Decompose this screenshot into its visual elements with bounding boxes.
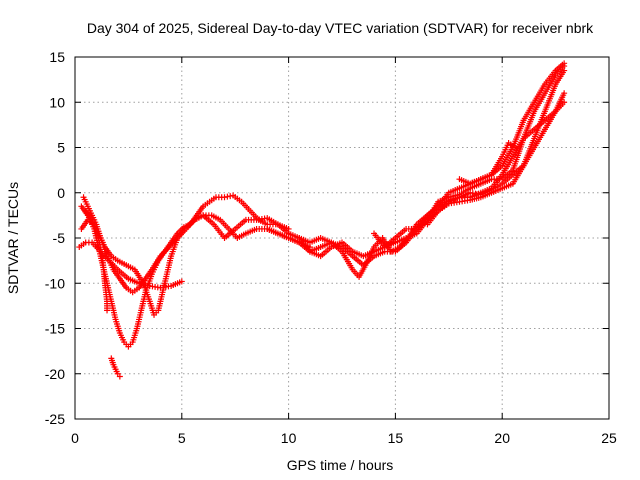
x-tick-label: 25 bbox=[601, 430, 617, 446]
y-tick-label: 15 bbox=[49, 49, 65, 65]
data-point bbox=[561, 99, 568, 106]
series-6 bbox=[108, 355, 123, 380]
y-tick-labels: 15 10 5 0 -5 -10 -15 -20 -25 bbox=[45, 49, 65, 427]
x-tick-label: 0 bbox=[71, 430, 79, 446]
series-2 bbox=[78, 192, 279, 350]
grid-lines bbox=[75, 57, 609, 419]
series-12 bbox=[456, 139, 519, 187]
y-tick-label: -25 bbox=[45, 411, 65, 427]
data-point bbox=[224, 193, 231, 200]
x-axis-label: GPS time / hours bbox=[287, 457, 394, 473]
data-point bbox=[227, 193, 234, 200]
series-4 bbox=[78, 212, 292, 296]
series-10 bbox=[371, 60, 568, 251]
data-point bbox=[512, 144, 519, 151]
y-tick-label: -15 bbox=[45, 321, 65, 337]
data-points bbox=[76, 60, 568, 380]
y-tick-label: 0 bbox=[57, 185, 65, 201]
data-point bbox=[116, 373, 123, 380]
y-axis-label: SDTVAR / TECUs bbox=[5, 182, 21, 294]
data-point bbox=[561, 90, 568, 97]
data-point bbox=[221, 194, 228, 201]
y-tick-label: 10 bbox=[49, 94, 65, 110]
y-tick-label: -10 bbox=[45, 275, 65, 291]
data-point bbox=[561, 67, 568, 74]
y-tick-label: -5 bbox=[53, 230, 66, 246]
data-point bbox=[178, 278, 185, 285]
data-point bbox=[104, 307, 111, 314]
data-point bbox=[561, 60, 568, 67]
axis-ticks bbox=[74, 56, 610, 420]
y-tick-label: -20 bbox=[45, 366, 65, 382]
series-11 bbox=[424, 67, 568, 228]
series-9 bbox=[296, 63, 568, 260]
series-5 bbox=[82, 207, 111, 314]
x-tick-label: 5 bbox=[178, 430, 186, 446]
chart-title: Day 304 of 2025, Sidereal Day-to-day VTE… bbox=[87, 20, 594, 36]
x-tick-label: 15 bbox=[388, 430, 404, 446]
y-tick-label: 5 bbox=[57, 140, 65, 156]
x-tick-label: 20 bbox=[494, 430, 510, 446]
x-tick-label: 10 bbox=[281, 430, 297, 446]
x-tick-labels: 0 5 10 15 20 25 bbox=[71, 430, 617, 446]
